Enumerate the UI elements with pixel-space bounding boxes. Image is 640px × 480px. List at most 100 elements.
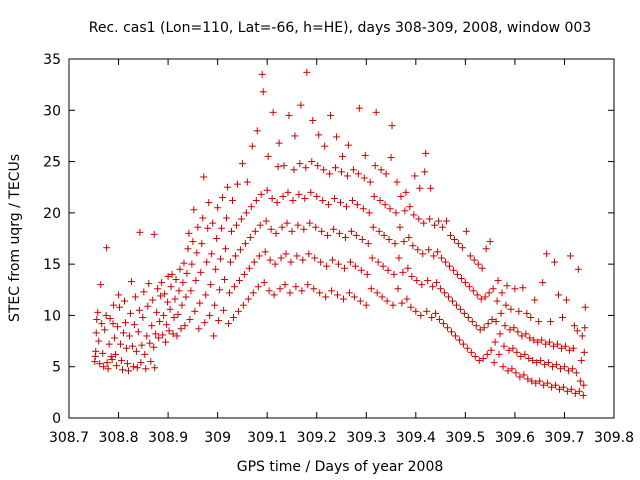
data-point — [489, 285, 497, 293]
data-point — [129, 363, 137, 371]
data-point — [189, 238, 197, 246]
data-point — [370, 192, 378, 200]
data-point — [256, 221, 264, 229]
data-point — [449, 266, 457, 274]
data-point — [308, 158, 316, 166]
data-point — [500, 342, 508, 350]
data-point — [253, 127, 261, 135]
data-point — [402, 188, 410, 196]
data-point — [404, 264, 412, 272]
data-point — [407, 303, 415, 311]
data-point — [361, 151, 369, 159]
data-point — [490, 359, 498, 367]
data-point — [400, 238, 408, 246]
data-point — [539, 279, 547, 287]
data-point — [397, 192, 405, 200]
data-point — [304, 281, 312, 289]
data-point — [244, 295, 252, 303]
y-tick-label: 5 — [52, 360, 61, 376]
data-point — [545, 359, 553, 367]
data-point — [581, 324, 589, 332]
data-point — [98, 320, 106, 328]
data-point — [178, 301, 186, 309]
data-point — [570, 322, 578, 330]
data-point — [368, 254, 376, 262]
data-point — [219, 193, 227, 201]
data-point — [120, 329, 127, 337]
data-point — [217, 255, 225, 263]
data-point — [366, 178, 374, 186]
data-point — [185, 229, 193, 237]
data-point — [211, 301, 219, 309]
data-point — [382, 170, 390, 178]
data-point — [116, 303, 124, 311]
data-point — [557, 344, 565, 352]
data-point — [529, 357, 537, 365]
y-tick-label: 30 — [43, 103, 61, 119]
data-point — [435, 217, 443, 225]
data-point — [103, 359, 111, 367]
data-point — [186, 316, 194, 324]
data-point — [272, 229, 280, 237]
data-point — [556, 385, 563, 393]
data-point — [163, 321, 171, 329]
data-point — [192, 277, 200, 285]
data-point — [252, 197, 260, 205]
data-point — [338, 152, 346, 160]
data-point — [488, 316, 496, 324]
data-point — [541, 361, 549, 369]
data-point — [300, 225, 308, 233]
data-point — [465, 283, 473, 291]
data-point — [535, 318, 543, 326]
data-point — [424, 277, 432, 285]
data-point — [175, 287, 183, 295]
data-point — [579, 391, 587, 399]
data-point — [323, 262, 331, 270]
data-point — [573, 327, 581, 335]
data-point — [147, 358, 155, 366]
data-point — [208, 250, 216, 258]
data-point — [376, 197, 384, 205]
data-point — [177, 325, 185, 333]
data-point — [467, 348, 475, 356]
data-point — [504, 367, 512, 375]
data-point — [227, 258, 235, 266]
data-point — [220, 306, 228, 314]
data-point — [270, 291, 278, 299]
data-point — [280, 162, 288, 170]
x-tick-label: 309.5 — [445, 430, 485, 446]
data-point — [205, 199, 213, 207]
data-point — [420, 219, 428, 227]
data-point — [430, 252, 438, 260]
data-point — [399, 268, 407, 276]
data-point — [462, 227, 470, 235]
data-point — [395, 254, 403, 262]
data-point — [207, 281, 215, 289]
data-point — [112, 350, 120, 358]
data-point — [518, 332, 526, 340]
data-point — [443, 217, 451, 225]
data-point — [306, 219, 314, 227]
data-point — [524, 375, 532, 383]
data-point — [455, 336, 463, 344]
data-point — [344, 141, 352, 149]
data-point — [453, 270, 461, 278]
data-point — [384, 266, 392, 274]
data-point — [188, 260, 196, 268]
data-point — [494, 277, 502, 285]
data-point — [222, 245, 230, 253]
data-point — [142, 365, 150, 373]
data-point — [287, 258, 295, 266]
data-point — [447, 231, 454, 239]
data-point — [138, 341, 146, 349]
data-point — [302, 164, 310, 172]
data-point — [525, 355, 533, 363]
data-point — [523, 309, 531, 317]
data-point — [394, 285, 402, 293]
data-point — [358, 236, 366, 244]
data-point — [289, 197, 297, 205]
data-point — [353, 201, 361, 209]
data-point — [324, 231, 332, 239]
data-point — [398, 299, 406, 307]
data-point — [170, 313, 178, 321]
